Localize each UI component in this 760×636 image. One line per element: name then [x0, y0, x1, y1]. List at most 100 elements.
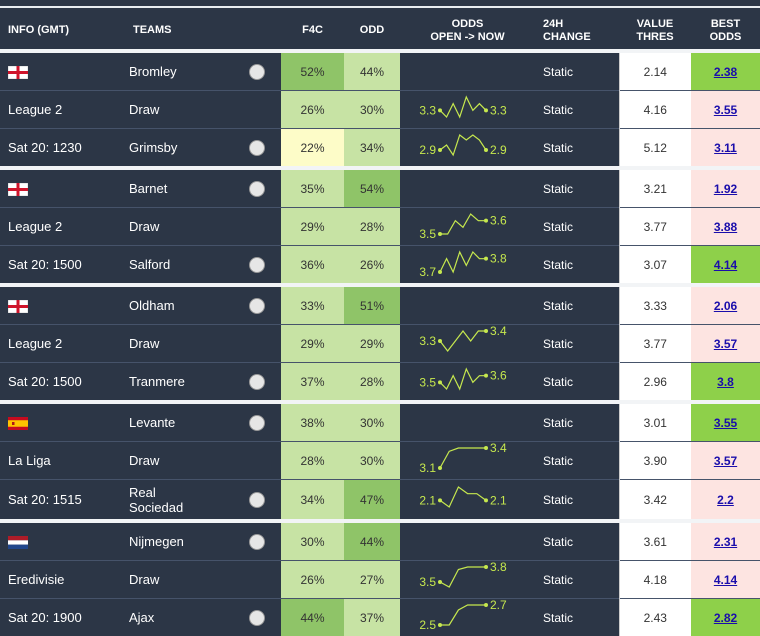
best-odds-cell: 3.55	[691, 91, 760, 129]
team-name-cell: Nijmegen	[125, 521, 281, 561]
odd-probability: 28%	[344, 208, 400, 246]
league-name: League 2	[0, 325, 125, 363]
best-odds-link[interactable]: 2.82	[714, 611, 737, 625]
odd-probability: 51%	[344, 285, 400, 325]
odds-movement-chart	[400, 287, 535, 321]
now-odds-point	[484, 148, 488, 152]
odds-movement-chart: 3.53.8	[400, 561, 535, 595]
odds-movement-chart: 3.33.4	[400, 325, 535, 359]
best-odds-cell: 4.14	[691, 561, 760, 599]
league-name: League 2	[0, 91, 125, 129]
team-name: Draw	[129, 572, 159, 587]
best-odds-link[interactable]: 4.14	[714, 258, 737, 272]
24h-change: Static	[535, 480, 619, 522]
best-odds-link[interactable]: 2.38	[714, 65, 737, 79]
best-odds-cell: 2.31	[691, 521, 760, 561]
odds-sparkline	[440, 97, 486, 117]
value-threshold: 3.77	[619, 208, 691, 246]
24h-change: Static	[535, 246, 619, 286]
best-odds-link[interactable]: 2.2	[717, 493, 734, 507]
odds-sparkline	[440, 135, 486, 155]
best-odds-cell: 2.2	[691, 480, 760, 522]
team-name-cell: Draw	[125, 561, 281, 599]
f4c-probability: 28%	[281, 442, 344, 480]
team-name: Ajax	[129, 610, 154, 625]
odd-probability: 27%	[344, 561, 400, 599]
country-flag-cell: 3.13.3	[0, 402, 125, 442]
now-odds-label: 3.4	[490, 442, 507, 455]
best-odds-link[interactable]: 3.88	[714, 220, 737, 234]
value-threshold: 3.07	[619, 246, 691, 286]
24h-change: Static	[535, 561, 619, 599]
value-threshold: 3.01	[619, 402, 691, 442]
best-odds-cell: 3.88	[691, 208, 760, 246]
country-flag-cell: 2.32.3	[0, 521, 125, 561]
best-odds-cell: 3.8	[691, 363, 760, 403]
odd-probability: 26%	[344, 246, 400, 286]
team-name-cell: Levante	[125, 402, 281, 442]
value-threshold: 3.90	[619, 442, 691, 480]
best-odds-cell: 3.57	[691, 325, 760, 363]
team-name-cell: Barnet	[125, 168, 281, 208]
best-odds-link[interactable]: 3.55	[714, 103, 737, 117]
kickoff-time: Sat 20: 1900	[0, 599, 125, 636]
now-odds-label: 2.9	[490, 143, 507, 157]
best-odds-link[interactable]: 3.57	[714, 454, 737, 468]
odds-sparkline	[440, 214, 486, 234]
odds-movement-chart	[400, 53, 535, 87]
best-odds-cell: 3.11	[691, 129, 760, 169]
oldham-crest-icon	[249, 298, 265, 314]
f4c-probability: 44%	[281, 599, 344, 636]
best-odds-link[interactable]: 3.57	[714, 337, 737, 351]
odds-movement-cell: 3.1 3.4	[400, 442, 535, 480]
open-odds-label: 3.1	[419, 461, 436, 475]
best-odds-link[interactable]: 2.31	[714, 535, 737, 549]
best-odds-link[interactable]: 1.92	[714, 182, 737, 196]
england-flag-icon: 1.91.9	[8, 181, 28, 196]
team-name: Salford	[129, 257, 170, 272]
24h-change: Static	[535, 599, 619, 636]
open-odds-label: 3.3	[419, 334, 436, 348]
24h-change: Static	[535, 442, 619, 480]
odd-probability: 28%	[344, 363, 400, 403]
value-threshold: 2.43	[619, 599, 691, 636]
tranmere-crest-icon	[249, 374, 265, 390]
kickoff-time: Sat 20: 1500	[0, 246, 125, 286]
now-odds-point	[484, 108, 488, 112]
best-odds-link[interactable]: 4.14	[714, 573, 737, 587]
value-threshold: 4.16	[619, 91, 691, 129]
odds-movement-chart: 2.52.7	[400, 599, 535, 633]
odds-sparkline	[440, 567, 486, 587]
odd-probability: 30%	[344, 402, 400, 442]
now-odds-point	[484, 329, 488, 333]
odds-sparkline	[440, 487, 486, 507]
best-odds-link[interactable]: 3.8	[717, 375, 734, 389]
24h-change: Static	[535, 51, 619, 91]
best-odds-link[interactable]: 2.06	[714, 299, 737, 313]
bromley-crest-icon	[249, 64, 265, 80]
kickoff-time: Sat 20: 1515	[0, 480, 125, 522]
best-odds-link[interactable]: 3.55	[714, 416, 737, 430]
odds-movement-chart	[400, 404, 535, 438]
f4c-probability: 36%	[281, 246, 344, 286]
odd-probability: 37%	[344, 599, 400, 636]
best-odds-link[interactable]: 3.11	[714, 141, 737, 155]
odds-movement-cell	[400, 168, 535, 208]
now-odds-label: 3.6	[490, 369, 507, 383]
open-odds-label: 2.1	[419, 493, 436, 507]
